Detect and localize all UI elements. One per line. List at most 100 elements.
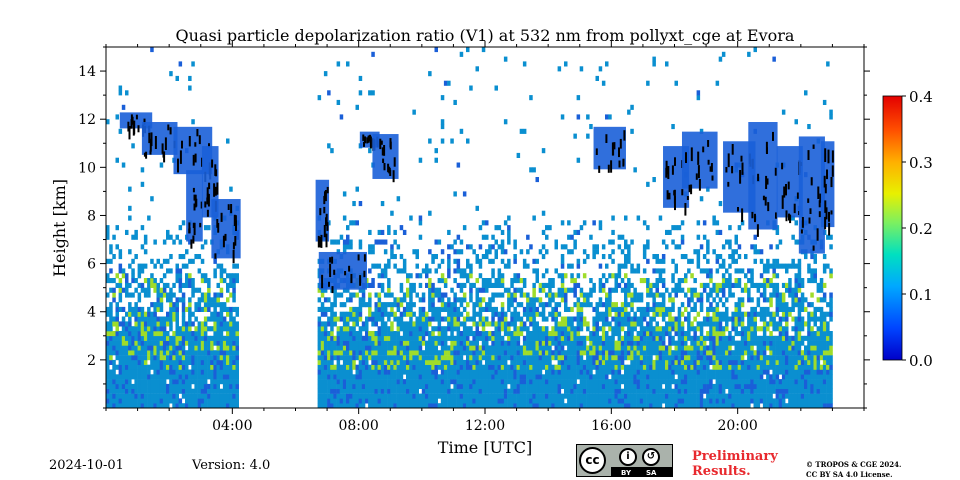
heatmap-cell <box>744 383 748 389</box>
heatmap-cell <box>447 345 451 351</box>
heatmap-cell <box>573 345 577 351</box>
heatmap-cell <box>494 249 498 255</box>
heatmap-cell <box>734 398 738 404</box>
heatmap-cell <box>409 331 413 337</box>
heatmap-cell <box>421 326 426 332</box>
heatmap-cell <box>453 258 457 264</box>
heatmap-cell <box>112 331 116 337</box>
heatmap-cell <box>235 278 239 284</box>
heatmap-cell <box>197 321 202 327</box>
heatmap-cell <box>219 316 224 322</box>
heatmap-cell <box>488 398 492 404</box>
heatmap-cell <box>437 359 442 365</box>
heatmap-cell <box>579 393 584 399</box>
heatmap-cell <box>620 379 625 385</box>
heatmap-cell <box>747 345 751 351</box>
heatmap-cell <box>472 359 476 365</box>
heatmap-cell <box>327 369 331 375</box>
heatmap-cell <box>538 374 543 380</box>
heatmap-cell <box>661 350 666 356</box>
heatmap-cell <box>178 297 183 303</box>
heatmap-cell <box>614 321 618 327</box>
heatmap-cell <box>406 364 410 370</box>
heatmap-cell <box>109 383 113 389</box>
heatmap-cell <box>756 388 761 394</box>
heatmap-cell <box>737 350 742 356</box>
heatmap-cell <box>485 350 489 356</box>
heatmap-cell <box>150 282 154 288</box>
heatmap-cell <box>169 254 173 260</box>
heatmap-cell <box>491 379 495 385</box>
heatmap-cell <box>516 374 521 380</box>
heatmap-cell <box>415 388 419 394</box>
heatmap-cell <box>671 355 675 361</box>
heatmap-cell <box>466 278 470 284</box>
heatmap-cell <box>440 398 445 404</box>
heatmap-cell <box>118 364 123 370</box>
heatmap-cell <box>586 321 590 327</box>
heatmap-cell <box>538 350 543 356</box>
heatmap-cell <box>166 268 170 274</box>
heatmap-cell <box>428 379 432 385</box>
heatmap-cell <box>197 287 202 293</box>
heatmap-cell <box>535 359 539 365</box>
heatmap-cell <box>674 287 678 293</box>
heatmap-cell <box>747 355 751 361</box>
heatmap-cell <box>434 268 438 274</box>
heatmap-cell <box>712 335 716 341</box>
heatmap-cell <box>693 398 697 404</box>
heatmap-cell <box>620 321 625 327</box>
heatmap-cell <box>200 398 205 404</box>
heatmap-cell <box>333 345 337 351</box>
heatmap-cell <box>194 345 198 351</box>
heatmap-cell <box>690 374 694 380</box>
heatmap-cell <box>109 355 113 361</box>
heatmap-cell <box>137 374 142 380</box>
heatmap-cell <box>226 374 230 380</box>
heatmap-cell <box>702 254 707 260</box>
heatmap-cell <box>522 359 527 365</box>
heatmap-cell <box>649 355 653 361</box>
heatmap-cell <box>128 393 132 399</box>
heatmap-cell <box>153 340 157 346</box>
heatmap-cell <box>226 383 230 389</box>
heatmap-cell <box>636 316 641 322</box>
heatmap-cell <box>203 355 208 361</box>
heatmap-cell <box>194 254 198 260</box>
heatmap-cell <box>213 374 217 380</box>
heatmap-cell <box>706 244 710 250</box>
heatmap-cell <box>106 355 110 361</box>
heatmap-cell <box>216 311 220 317</box>
heatmap-cell <box>712 350 716 356</box>
heatmap-cell <box>592 326 596 332</box>
heatmap-cell <box>191 393 195 399</box>
heatmap-cell <box>185 364 189 370</box>
heatmap-cell <box>642 316 647 322</box>
heatmap-cell <box>516 152 521 158</box>
heatmap-cell <box>355 398 359 404</box>
heatmap-cell <box>601 403 606 409</box>
heatmap-cell <box>762 306 767 312</box>
heatmap-cell <box>109 249 113 255</box>
heatmap-cell <box>140 326 145 332</box>
heatmap-cell <box>601 398 606 404</box>
heatmap-cell <box>595 364 599 370</box>
heatmap-cell <box>437 350 442 356</box>
heatmap-cell <box>614 306 618 312</box>
heatmap-cell <box>655 258 659 264</box>
heatmap-cell <box>462 326 467 332</box>
heatmap-cell <box>175 273 179 279</box>
heatmap-cell <box>333 364 337 370</box>
heatmap-cell <box>516 278 521 284</box>
heatmap-cell <box>624 215 628 221</box>
heatmap-cell <box>396 268 401 274</box>
heatmap-cell <box>488 359 492 365</box>
heatmap-cell <box>346 321 350 327</box>
heatmap-cell <box>639 345 644 351</box>
heatmap-cell <box>374 331 378 337</box>
heatmap-cell <box>327 335 331 341</box>
heatmap-cell <box>134 340 138 346</box>
heatmap-cell <box>709 345 713 351</box>
heatmap-cell <box>333 316 337 322</box>
heatmap-cell <box>222 345 227 351</box>
